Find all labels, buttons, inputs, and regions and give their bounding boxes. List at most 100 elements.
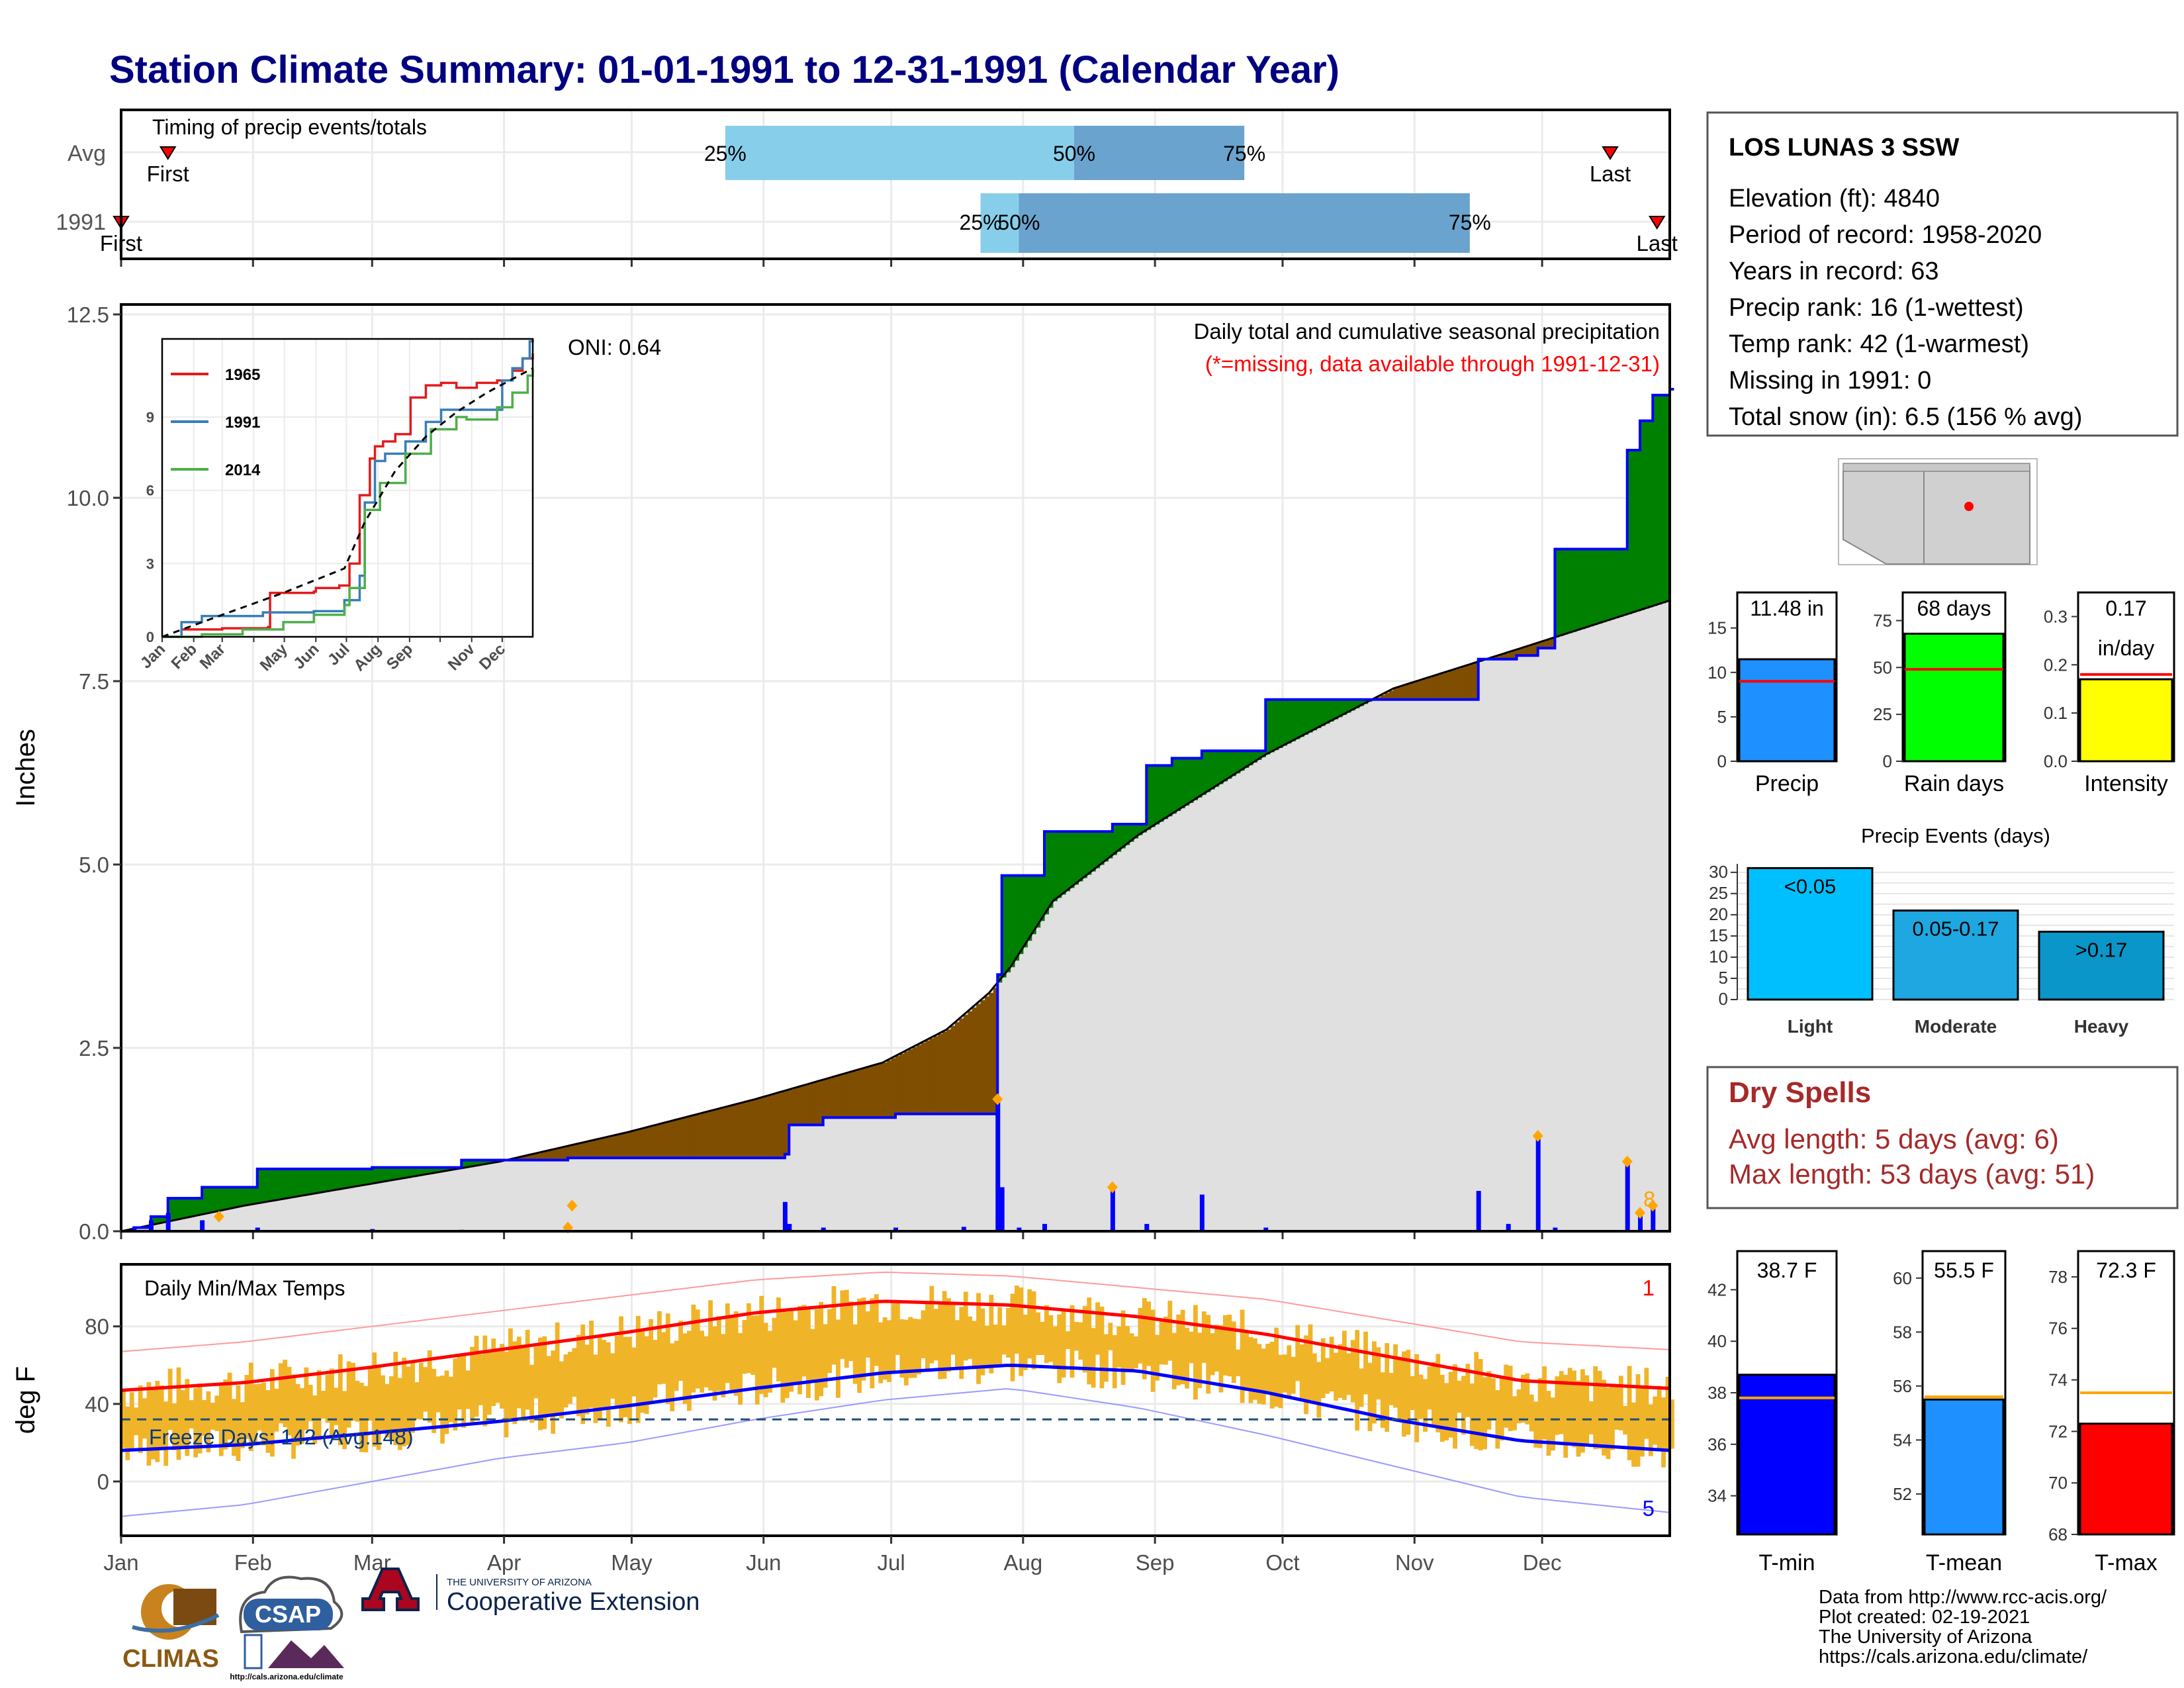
daily-temp-bar	[1287, 1345, 1292, 1397]
daily-temp-bar	[167, 1368, 173, 1430]
timing-bar-upper	[1019, 193, 1470, 253]
daily-temp-bar	[125, 1406, 130, 1460]
surplus-segment	[1091, 831, 1096, 872]
surplus-segment	[1623, 549, 1628, 616]
deficit-segment	[852, 1071, 858, 1118]
daily-precip-bar	[1017, 1227, 1022, 1231]
daily-temp-bar	[1125, 1326, 1130, 1372]
surplus-segment	[1320, 699, 1326, 726]
surplus-segment	[1015, 875, 1020, 961]
daily-temp-bar	[784, 1311, 790, 1399]
surplus-segment	[1312, 699, 1318, 731]
daily-temp-bar	[598, 1336, 602, 1419]
deficit-segment	[1414, 681, 1420, 700]
surplus-segment	[274, 1168, 279, 1201]
deficit-segment	[1435, 675, 1441, 700]
surplus-segment	[1087, 831, 1092, 875]
temp-normal-lines	[120, 1271, 1670, 1517]
deficit-segment	[1393, 688, 1398, 700]
daily-temp-bar	[210, 1402, 215, 1430]
deficit-segment	[721, 1107, 726, 1158]
daily-temp-bar	[206, 1391, 211, 1452]
map-new-mexico	[1923, 466, 2030, 565]
surplus-segment	[1563, 549, 1569, 635]
daily-temp-bar	[397, 1378, 402, 1450]
daily-temp-bar	[159, 1385, 164, 1450]
summary-value-unit: in/day	[2098, 636, 2154, 660]
daily-temp-bar	[521, 1346, 526, 1421]
daily-temp-bar	[265, 1389, 271, 1453]
daily-temp-bar	[495, 1348, 500, 1403]
deficit-segment	[551, 1150, 556, 1160]
temp-summary-tick-label: 68	[2048, 1524, 2068, 1544]
daily-temp-bar	[197, 1383, 203, 1454]
daily-temp-bar	[1499, 1376, 1504, 1441]
deficit-segment	[840, 1074, 845, 1118]
deficit-segment	[972, 1008, 977, 1114]
daily-temp-bar	[440, 1376, 445, 1444]
deficit-segment	[589, 1141, 594, 1158]
daily-temp-bar	[708, 1300, 713, 1391]
daily-temp-bar	[1529, 1394, 1534, 1432]
surplus-segment	[1287, 699, 1292, 744]
daily-temp-bar	[1355, 1330, 1360, 1430]
daily-temp-bar	[261, 1382, 266, 1446]
surplus-segment	[1163, 765, 1169, 820]
deficit-segment	[933, 1036, 938, 1114]
surplus-segment	[265, 1168, 271, 1202]
surplus-segment	[381, 1167, 386, 1182]
daily-temp-bar	[801, 1305, 807, 1377]
daily-precip-bar	[1625, 1161, 1630, 1231]
station-name: LOS LUNAS 3 SSW	[1729, 134, 1959, 162]
daily-temp-bar	[1453, 1364, 1457, 1449]
precip-tick-label: 2.5	[79, 1036, 109, 1060]
daily-temp-bar	[1304, 1335, 1308, 1415]
timing-first-label: First	[147, 162, 189, 186]
daily-temp-bar	[827, 1309, 832, 1374]
deficit-segment	[848, 1072, 854, 1118]
daily-temp-bar	[1588, 1401, 1594, 1434]
surplus-segment	[1304, 699, 1309, 735]
daily-temp-bar	[614, 1335, 619, 1406]
deficit-segment	[831, 1077, 837, 1118]
daily-temp-bar	[1380, 1372, 1385, 1429]
deficit-segment	[644, 1127, 649, 1158]
surplus-segment	[223, 1187, 228, 1210]
inset-tick-label: Nov	[445, 640, 479, 675]
daily-temp-bar	[321, 1391, 326, 1419]
daily-temp-bar	[814, 1309, 819, 1401]
surplus-segment	[1210, 751, 1215, 790]
deficit-segment	[946, 1029, 952, 1114]
daily-precip-bar	[893, 1227, 898, 1231]
precip-events-title: Precip Events (days)	[1861, 824, 2050, 847]
daily-temp-bar	[1385, 1342, 1390, 1432]
daily-temp-bar	[963, 1291, 968, 1361]
surplus-segment	[1023, 875, 1028, 948]
deficit-segment	[857, 1070, 862, 1118]
summary-tick-label: 0	[1883, 751, 1892, 771]
daily-temp-bar	[1627, 1366, 1632, 1460]
surplus-segment	[248, 1187, 253, 1205]
daily-temp-bar	[414, 1382, 420, 1419]
daily-temp-bar	[218, 1385, 224, 1456]
surplus-segment	[1342, 699, 1347, 715]
daily-temp-bar	[1265, 1343, 1271, 1393]
daily-temp-bar	[308, 1384, 313, 1421]
daily-temp-bar	[568, 1352, 572, 1404]
daily-temp-bar	[759, 1295, 764, 1394]
daily-temp-bar	[1257, 1344, 1262, 1404]
daily-temp-bar	[1316, 1362, 1322, 1418]
daily-temp-bar	[402, 1358, 407, 1446]
deficit-segment	[1504, 653, 1509, 659]
daily-temp-bar	[717, 1316, 721, 1391]
daily-temp-bar	[1061, 1309, 1066, 1378]
daily-temp-bar	[678, 1321, 683, 1382]
observed-cumulative-line	[121, 388, 1674, 1233]
deficit-segment	[823, 1080, 828, 1118]
surplus-segment	[1257, 751, 1262, 760]
surplus-segment	[278, 1168, 283, 1200]
daily-temp-bar	[768, 1331, 772, 1393]
surplus-segment	[1099, 831, 1105, 865]
daily-temp-bar	[1644, 1368, 1649, 1439]
